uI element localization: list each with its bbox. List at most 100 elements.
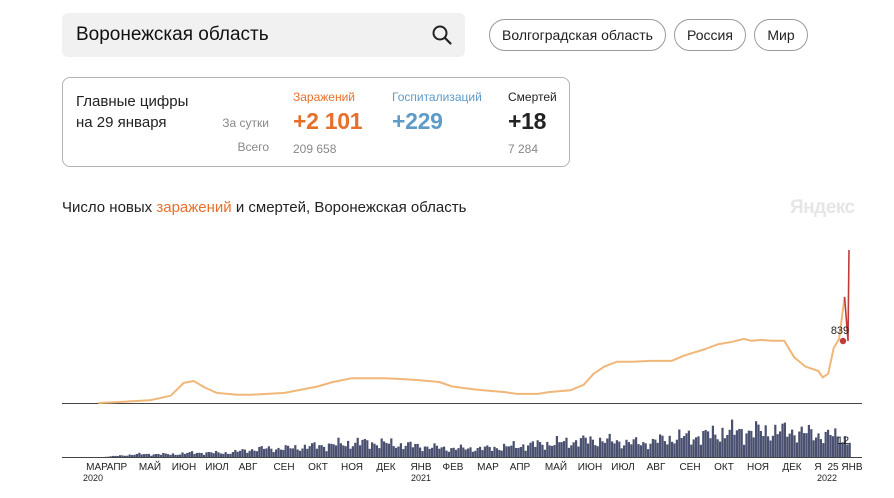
death-bar	[378, 448, 381, 457]
death-bar	[781, 423, 784, 457]
death-bar	[229, 453, 232, 457]
infections-line	[98, 296, 846, 404]
search-box[interactable]: Воронежская область	[62, 13, 465, 57]
death-bar	[683, 436, 686, 457]
death-bar	[455, 449, 458, 457]
stat-deaths: Смертей +18 7 284	[508, 90, 557, 156]
death-bar	[234, 450, 237, 457]
death-bar	[517, 447, 520, 457]
death-bar	[495, 448, 498, 457]
death-bar	[174, 454, 177, 457]
death-bar	[819, 439, 822, 457]
death-bar	[135, 454, 138, 457]
death-bar	[162, 453, 165, 457]
death-bar	[644, 443, 647, 457]
region-chip-volgograd[interactable]: Волгоградская область	[489, 19, 666, 51]
region-chip-russia[interactable]: Россия	[674, 19, 746, 51]
card-title-line2: на 29 января	[76, 114, 167, 131]
death-bar	[392, 446, 395, 457]
death-bar	[133, 454, 136, 457]
death-bar	[745, 433, 748, 457]
death-bar	[354, 442, 357, 457]
death-bar	[738, 429, 741, 457]
region-chip-world[interactable]: Мир	[754, 19, 808, 51]
death-bar	[207, 452, 210, 457]
infections-latest-point	[839, 337, 847, 345]
death-bar	[243, 449, 246, 457]
death-bar	[695, 437, 698, 457]
card-title: Главные цифры на 29 января	[76, 91, 216, 133]
death-bar	[138, 452, 141, 457]
infections-latest-label: 839	[831, 325, 849, 337]
death-bar	[282, 449, 285, 457]
death-bar	[783, 422, 786, 457]
death-bar	[375, 445, 378, 457]
death-bar	[291, 448, 294, 457]
death-bar	[116, 456, 119, 457]
death-bar	[817, 433, 820, 457]
death-bar	[769, 440, 772, 457]
death-bar	[635, 437, 638, 457]
death-bar	[299, 450, 302, 457]
death-bar	[661, 435, 664, 457]
death-bar	[699, 444, 702, 457]
death-bar	[335, 445, 338, 457]
death-bar	[311, 443, 314, 457]
stat-hospitalizations: Госпитализаций +229	[392, 90, 482, 135]
x-tick-label: ОКТ	[308, 462, 328, 473]
death-bar	[203, 454, 206, 457]
death-bar	[347, 440, 350, 457]
search-icon[interactable]	[431, 24, 453, 46]
death-bar	[275, 449, 278, 457]
death-bar	[123, 455, 126, 457]
death-bar	[363, 439, 366, 457]
death-bar	[750, 430, 753, 457]
death-bar	[320, 445, 323, 457]
x-tick-label: СЕН	[679, 462, 700, 473]
death-bar	[171, 453, 174, 457]
death-bar	[140, 454, 143, 457]
death-bar	[351, 446, 354, 457]
death-bar	[733, 434, 736, 457]
death-bar	[198, 452, 201, 457]
death-bar	[195, 452, 198, 457]
death-bar	[126, 455, 129, 457]
death-bar	[481, 450, 484, 457]
death-bar	[687, 430, 690, 457]
death-bar	[224, 452, 227, 457]
death-bar	[673, 443, 676, 457]
death-bar	[479, 446, 482, 457]
death-bar	[639, 445, 642, 457]
death-bar	[582, 435, 585, 457]
death-bar	[841, 442, 844, 457]
death-bar	[692, 439, 695, 457]
death-bar	[714, 434, 717, 457]
x-tick-label: ИЮЛ	[205, 462, 228, 473]
death-bar	[755, 421, 758, 457]
death-bar	[594, 445, 597, 457]
death-bar	[807, 424, 810, 457]
death-bar	[719, 441, 722, 457]
stat-infections-day: +2 101	[293, 108, 363, 134]
x-tick-label: МАЙ	[545, 460, 567, 473]
search-input[interactable]: Воронежская область	[76, 24, 269, 45]
death-bar	[800, 426, 803, 457]
death-bar	[671, 441, 674, 457]
death-bar	[726, 435, 729, 457]
x-tick-label: Я	[814, 462, 821, 473]
death-bar	[270, 448, 273, 457]
death-bar	[193, 454, 196, 457]
death-bar	[596, 446, 599, 457]
death-bar	[843, 436, 846, 457]
death-bar	[323, 446, 326, 457]
death-bar	[735, 430, 738, 457]
death-bar	[342, 445, 345, 457]
death-bar	[522, 444, 525, 457]
death-bar	[565, 437, 568, 457]
death-bar	[680, 438, 683, 457]
death-bar	[697, 436, 700, 457]
death-bar	[663, 441, 666, 457]
death-bar	[685, 433, 688, 457]
death-bar	[176, 454, 179, 457]
death-bar	[390, 438, 393, 457]
